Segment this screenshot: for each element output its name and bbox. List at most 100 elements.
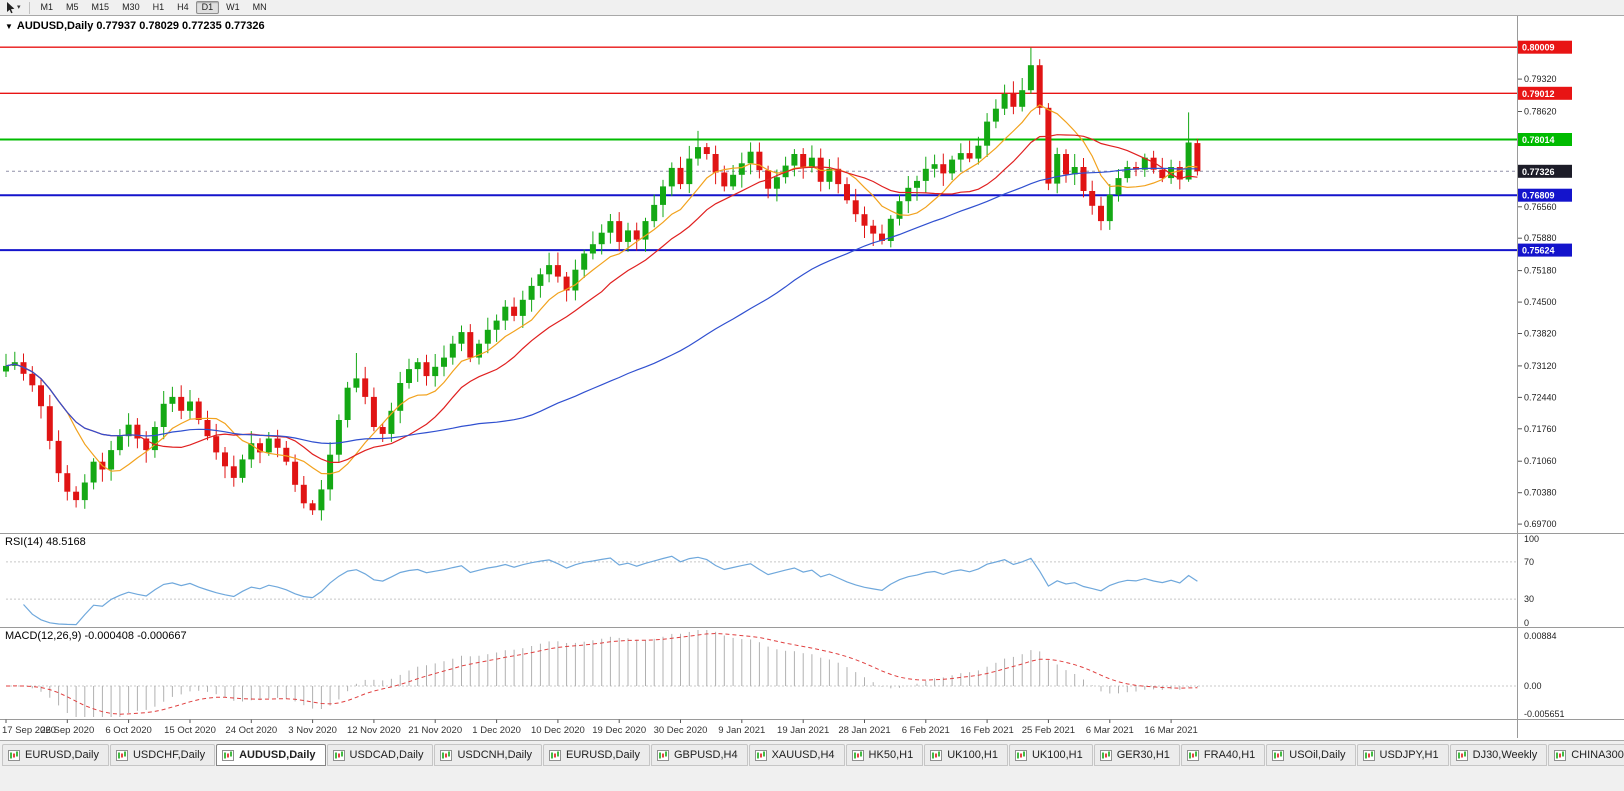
chart-tab-icon — [222, 749, 235, 761]
chart-tab-label: UK100,H1 — [947, 749, 998, 761]
chart-tab-label: USDJPY,H1 — [1379, 749, 1439, 761]
chart-tab-UK100-H1[interactable]: UK100,H1 — [924, 744, 1008, 766]
chart-tab-icon — [851, 749, 864, 761]
svg-text:28 Jan 2021: 28 Jan 2021 — [838, 725, 890, 736]
svg-text:17 Sep 2020: 17 Sep 2020 — [2, 725, 56, 736]
chart-tab-USOil-Daily[interactable]: USOil,Daily — [1266, 744, 1356, 766]
chart-tab-label: DJ30,Weekly — [1472, 749, 1538, 761]
timeframe-button-H1[interactable]: H1 — [152, 1, 165, 12]
chart-tab-label: FRA40,H1 — [1203, 749, 1256, 761]
chart-tab-label: USDCAD,Daily — [349, 749, 424, 761]
price-axis: 0.79320 0.78620 0.76560 0.75880 0.75180 0.745… — [1518, 40, 1572, 529]
svg-text:0.77326: 0.77326 — [1522, 167, 1555, 177]
chart-tab-label: EURUSD,Daily — [25, 749, 99, 761]
cursor-tool-button[interactable]: ▾ — [3, 1, 24, 15]
chevron-down-icon: ▾ — [17, 4, 21, 11]
timeframe-button-MN[interactable]: MN — [252, 1, 267, 12]
chart-tab-label: UK100,H1 — [1031, 749, 1083, 761]
svg-text:21 Nov 2020: 21 Nov 2020 — [408, 725, 462, 736]
chart-tab-USDCNH-Daily[interactable]: USDCNH,Daily — [434, 744, 543, 766]
chart-tab-icon — [657, 749, 669, 761]
chart-tab-label: HK50,H1 — [868, 749, 914, 761]
chart-tab-label: XAUUSD,H4 — [771, 749, 835, 761]
timeframe-button-M15[interactable]: M15 — [91, 1, 110, 12]
chart-tab-USDJPY-H1[interactable]: USDJPY,H1 — [1356, 744, 1449, 766]
chart-tab-label: EURUSD,Daily — [566, 749, 640, 761]
svg-text:70: 70 — [1524, 557, 1534, 567]
chart-tab-label: USDCNH,Daily — [457, 749, 533, 761]
timeframe-button-M30[interactable]: M30 — [122, 1, 140, 12]
chart-tab-icon — [1186, 749, 1199, 761]
chart-tab-label: GER30,H1 — [1116, 749, 1170, 761]
svg-text:19 Dec 2020: 19 Dec 2020 — [592, 725, 646, 736]
ma-line-55 — [5, 167, 1198, 445]
svg-text:3 Nov 2020: 3 Nov 2020 — [288, 725, 337, 736]
svg-text:10 Dec 2020: 10 Dec 2020 — [531, 725, 585, 736]
chart-tab-label: USOil,Daily — [1289, 749, 1346, 761]
svg-text:19 Jan 2021: 19 Jan 2021 — [777, 725, 829, 736]
chart-tab-icon — [115, 749, 128, 761]
chart-tab-icon — [754, 749, 767, 761]
timeframe-button-M1[interactable]: M1 — [40, 1, 54, 12]
svg-text:6 Feb 2021: 6 Feb 2021 — [902, 725, 950, 736]
chart-tab-label: AUDUSD,Daily — [239, 749, 316, 761]
svg-text:0.71760: 0.71760 — [1524, 424, 1557, 434]
chart-tab-GER30-H1[interactable]: GER30,H1 — [1093, 744, 1180, 766]
timeframe-button-D1[interactable]: D1 — [195, 0, 220, 15]
svg-text:30: 30 — [1524, 594, 1534, 604]
svg-text:6 Mar 2021: 6 Mar 2021 — [1086, 725, 1134, 736]
chart-tab-DJ30-Weekly[interactable]: DJ30,Weekly — [1449, 744, 1548, 766]
svg-text:16 Mar 2021: 16 Mar 2021 — [1144, 725, 1197, 736]
chart-tab-EURUSD-Daily[interactable]: EURUSD,Daily — [2, 744, 109, 766]
svg-text:12 Nov 2020: 12 Nov 2020 — [347, 725, 401, 736]
chart-tab-UK100-H1[interactable]: UK100,H1 — [1008, 744, 1093, 766]
chart-tab-icon — [549, 749, 562, 761]
chart-tab-HK50-H1[interactable]: HK50,H1 — [845, 744, 924, 766]
macd-signal-line — [5, 632, 1198, 715]
candles-layer — [3, 47, 1201, 521]
rsi-pane: 100 70 30 0 — [6, 534, 1539, 628]
svg-text:-0.005651: -0.005651 — [1524, 709, 1565, 719]
chart-tab-label: GBPUSD,H4 — [674, 749, 738, 761]
chart-tab-bar: EURUSD,Daily USDCHF,Daily AUDUSD,Daily USDC… — [0, 740, 1624, 791]
timeframe-button-W1[interactable]: W1 — [226, 1, 240, 12]
cursor-arrow-icon — [7, 1, 15, 13]
chart-tab-AUDUSD-Daily[interactable]: AUDUSD,Daily — [216, 744, 326, 766]
chart-tab-USDCAD-Daily[interactable]: USDCAD,Daily — [326, 744, 434, 766]
rsi-line — [23, 555, 1198, 626]
svg-text:0.75180: 0.75180 — [1524, 266, 1557, 276]
timeframe-button-M5[interactable]: M5 — [66, 1, 79, 12]
svg-text:30 Dec 2020: 30 Dec 2020 — [654, 725, 708, 736]
svg-text:0.78620: 0.78620 — [1524, 107, 1557, 117]
rsi-label: RSI(14) 48.5168 — [5, 536, 86, 548]
toolbar: ▾ M1 M5 M15 M30 H1 H4 D1 W1 MN — [0, 0, 1624, 16]
svg-text:100: 100 — [1524, 534, 1539, 544]
svg-text:0.79012: 0.79012 — [1522, 89, 1555, 99]
chart-tab-icon — [1099, 749, 1112, 761]
macd-label: MACD(12,26,9) -0.000408 -0.000667 — [5, 630, 187, 642]
chart-tab-USDCHF-Daily[interactable]: USDCHF,Daily — [109, 744, 216, 766]
chart-tab-EURUSD-Daily[interactable]: EURUSD,Daily — [543, 744, 650, 766]
chart-tab-GBPUSD-H4[interactable]: GBPUSD,H4 — [651, 744, 748, 766]
chart-tab-icon — [332, 749, 345, 761]
chart-tab-icon — [1554, 749, 1567, 761]
timeframe-button-H4[interactable]: H4 — [177, 1, 189, 12]
chart-title: ▼ AUDUSD,Daily 0.77937 0.78029 0.77235 0… — [5, 20, 265, 32]
svg-text:25 Feb 2021: 25 Feb 2021 — [1022, 725, 1075, 736]
svg-text:24 Oct 2020: 24 Oct 2020 — [225, 725, 277, 736]
chart-menu-icon[interactable]: ▼ — [5, 21, 13, 31]
chart-tab-icon — [1272, 749, 1285, 761]
svg-text:0.69700: 0.69700 — [1524, 519, 1557, 529]
svg-text:0.73820: 0.73820 — [1524, 329, 1557, 339]
ma-line-16 — [5, 134, 1198, 463]
svg-text:0.74500: 0.74500 — [1524, 297, 1557, 307]
chart-tab-XAUUSD-H4[interactable]: XAUUSD,H4 — [748, 744, 845, 766]
chart-tab-CHINA300-H1[interactable]: CHINA300,H1 — [1548, 744, 1624, 766]
macd-histogram — [14, 630, 1198, 717]
chart-tab-icon — [1362, 749, 1375, 761]
chart-tab-FRA40-H1[interactable]: FRA40,H1 — [1180, 744, 1266, 766]
svg-text:0.00: 0.00 — [1524, 681, 1542, 691]
chart-tab-label: CHINA300,H1 — [1571, 749, 1624, 761]
